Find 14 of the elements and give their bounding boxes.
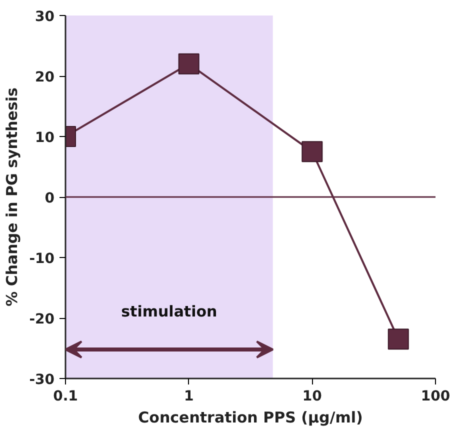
band-label: stimulation bbox=[121, 302, 218, 320]
x-axis-title: Concentration PPS (µg/ml) bbox=[138, 408, 363, 426]
y-tick-label: -30 bbox=[29, 372, 55, 388]
x-tick-label: 10 bbox=[302, 388, 322, 404]
y-tick-label: 0 bbox=[44, 190, 55, 206]
x-tick-label: 0.1 bbox=[53, 388, 78, 404]
y-tick-label: -20 bbox=[29, 312, 55, 328]
x-tick-label: 100 bbox=[420, 388, 450, 404]
y-axis-title: % Change in PG synthesis bbox=[3, 88, 22, 306]
y-tick-label: -10 bbox=[29, 251, 55, 267]
y-tick-label: 10 bbox=[35, 130, 55, 146]
x-tick-label: 1 bbox=[184, 388, 194, 404]
y-tick-label: 30 bbox=[35, 9, 55, 25]
y-tick-label: 20 bbox=[35, 70, 55, 86]
